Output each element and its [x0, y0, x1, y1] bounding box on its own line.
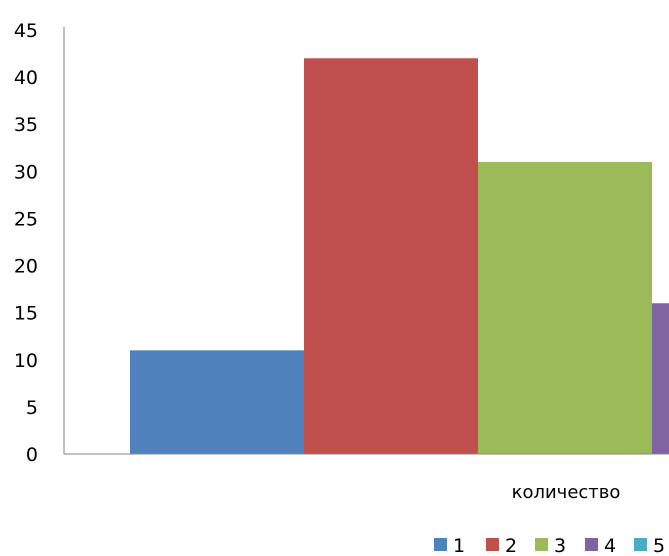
y-axis: 0 5 10 15 20 25 30 35 40 45 — [14, 20, 65, 466]
legend: 1 2 3 4 5 — [434, 535, 665, 556]
y-tick-label: 40 — [14, 67, 38, 89]
bar-series-4 — [652, 303, 669, 454]
y-tick-label: 0 — [26, 444, 38, 466]
legend-label-5: 5 — [653, 535, 665, 556]
legend-swatch-1 — [434, 538, 447, 551]
y-tick-label: 35 — [14, 114, 38, 136]
bar-series-2 — [304, 58, 478, 455]
legend-swatch-5 — [634, 538, 647, 551]
bars — [130, 58, 669, 455]
y-tick-label: 5 — [26, 397, 38, 419]
y-tick-label: 25 — [14, 208, 38, 230]
bar-series-1 — [130, 350, 304, 454]
y-tick-label: 10 — [14, 350, 38, 372]
legend-swatch-2 — [486, 538, 499, 551]
y-tick-label: 30 — [14, 161, 38, 183]
legend-swatch-3 — [535, 538, 548, 551]
legend-swatch-4 — [585, 538, 598, 551]
legend-label-4: 4 — [604, 535, 616, 556]
x-axis: количество — [64, 453, 669, 503]
x-category-label: количество — [512, 482, 621, 503]
bar-series-3 — [478, 161, 652, 454]
legend-label-2: 2 — [505, 535, 517, 556]
y-tick-label: 15 — [14, 303, 38, 325]
y-tick-label: 20 — [14, 256, 38, 278]
y-tick-label: 45 — [14, 20, 38, 42]
legend-label-1: 1 — [453, 535, 465, 556]
legend-label-3: 3 — [554, 535, 566, 556]
